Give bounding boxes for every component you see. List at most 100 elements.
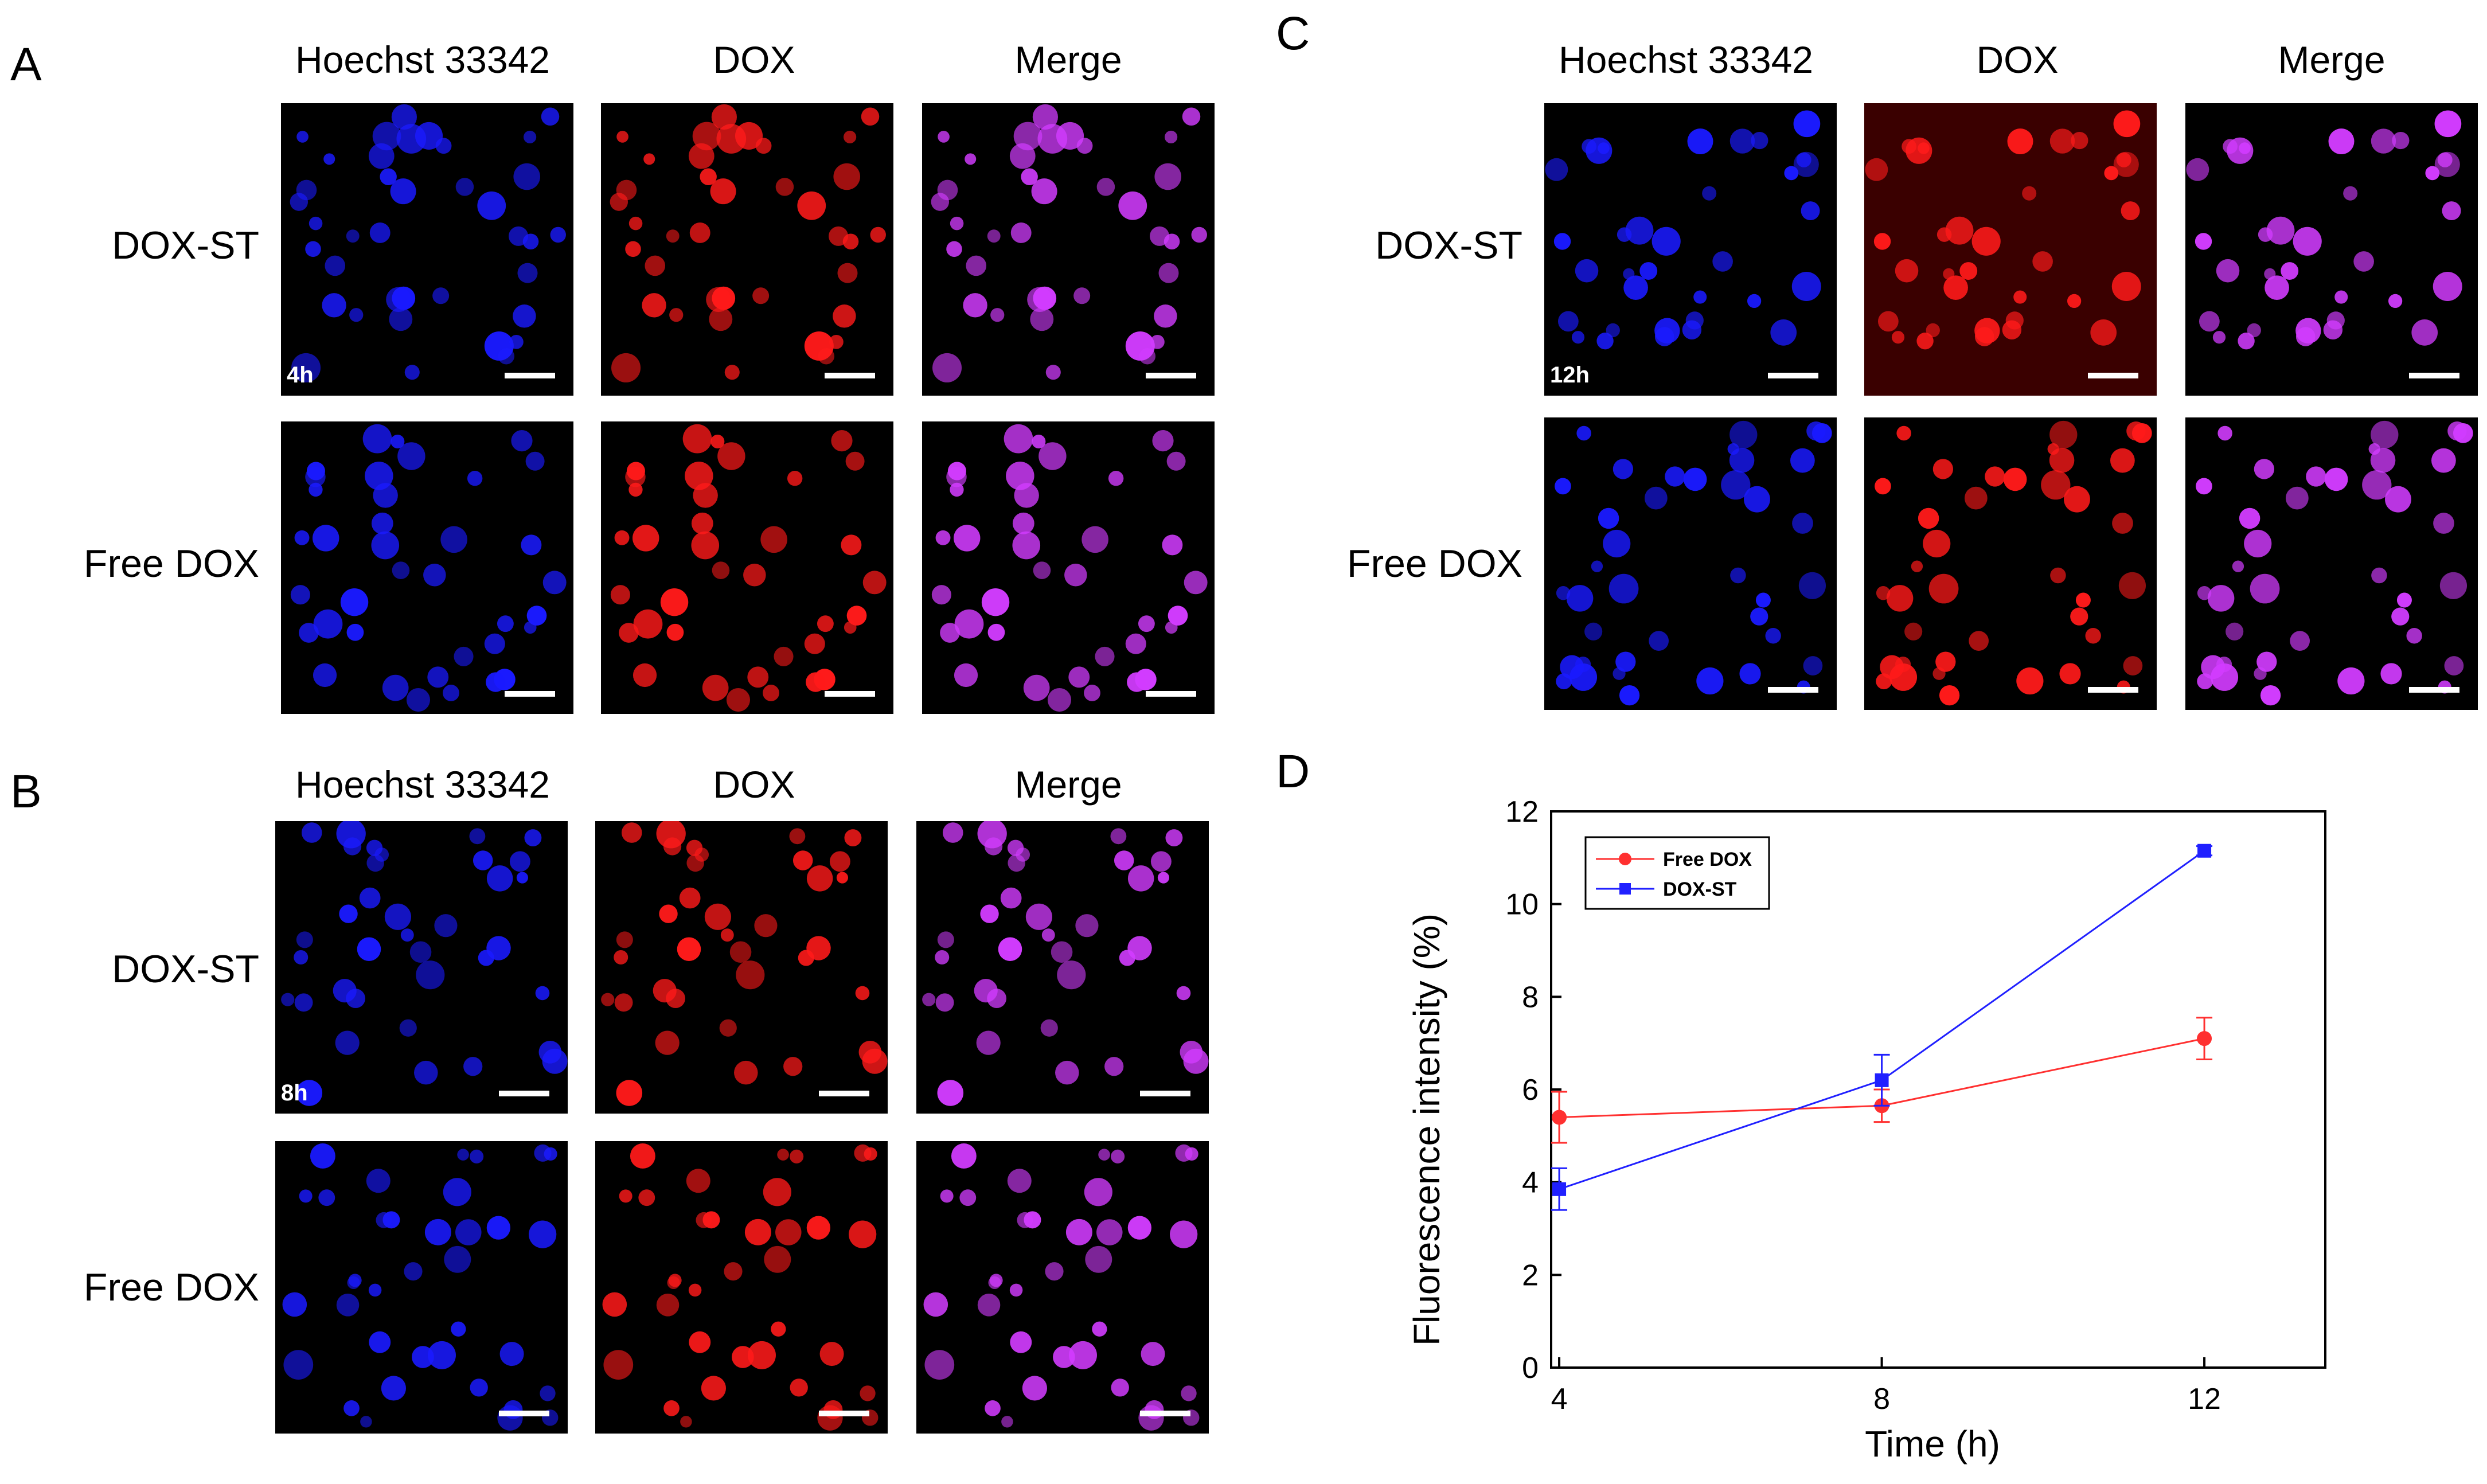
- cell-field: [281, 821, 568, 1106]
- cell-nucleus: [2328, 128, 2355, 155]
- scale-bar: [1140, 1091, 1190, 1096]
- cell-nucleus: [1023, 674, 1050, 701]
- cell-nucleus: [724, 365, 740, 380]
- cell-nucleus: [987, 623, 1005, 641]
- cell-nucleus: [455, 1219, 482, 1245]
- cell-nucleus: [947, 462, 966, 481]
- panel-b-row2-dox-image: [595, 1141, 888, 1434]
- cell-field: [2196, 420, 2473, 706]
- cell-nucleus: [1165, 829, 1183, 847]
- cell-nucleus: [1739, 663, 1761, 685]
- cell-nucleus: [1603, 529, 1631, 558]
- cell-nucleus: [706, 287, 731, 313]
- cell-nucleus: [1569, 663, 1598, 691]
- cell-nucleus: [1041, 928, 1055, 942]
- cell-nucleus: [296, 131, 309, 143]
- cell-nucleus: [1877, 311, 1899, 332]
- cell-nucleus: [614, 530, 630, 545]
- cell-nucleus: [509, 851, 530, 872]
- cell-nucleus: [542, 571, 567, 595]
- cell-field: [923, 1143, 1200, 1431]
- cell-nucleus: [938, 131, 950, 143]
- cell-nucleus: [1729, 128, 1755, 154]
- cell-nucleus: [1652, 226, 1681, 256]
- cell-nucleus: [2247, 323, 2261, 338]
- cell-nucleus: [829, 334, 844, 349]
- cell-nucleus: [959, 1189, 977, 1206]
- cell-nucleus: [1114, 850, 1134, 870]
- panel-c-row1-merge-image: [2185, 103, 2478, 396]
- cell-nucleus: [1985, 466, 2005, 487]
- cell-nucleus: [870, 226, 886, 243]
- panel-c-row1-dox-image: [1864, 103, 2157, 396]
- cell-nucleus: [2290, 631, 2310, 651]
- panel-a-row1-hoechst-image: 4h: [281, 103, 573, 396]
- cell-nucleus: [2123, 656, 2143, 675]
- cell-nucleus: [1557, 311, 1579, 332]
- cell-nucleus: [455, 178, 474, 196]
- cell-field: [1875, 420, 2152, 706]
- cell-nucleus: [484, 633, 505, 654]
- panel-c-row1-hoechst-image: 12h: [1544, 103, 1837, 396]
- cell-nucleus: [819, 1342, 844, 1366]
- cell-nucleus: [368, 1283, 382, 1297]
- cell-nucleus: [1665, 466, 1685, 487]
- cell-nucleus: [1886, 585, 1914, 612]
- time-label: 8h: [281, 1080, 308, 1106]
- cell-nucleus: [603, 1350, 634, 1380]
- scale-bar: [505, 691, 555, 697]
- cell-nucleus: [1639, 262, 1658, 280]
- cell-nucleus: [616, 179, 637, 201]
- cell-nucleus: [1556, 586, 1571, 600]
- cell-nucleus: [2380, 663, 2402, 685]
- panel-a-col-dox: DOX: [713, 38, 795, 81]
- cell-nucleus: [454, 646, 474, 666]
- cell-nucleus: [1939, 685, 1960, 706]
- legend-label: DOX-ST: [1663, 878, 1737, 900]
- cell-nucleus: [656, 821, 686, 849]
- cell-nucleus: [702, 674, 729, 701]
- cell-nucleus: [400, 928, 414, 942]
- panel-b-row-free-dox: Free DOX: [83, 1266, 259, 1309]
- cell-nucleus: [349, 308, 364, 322]
- cell-nucleus: [2391, 607, 2410, 626]
- cell-nucleus: [829, 851, 850, 872]
- cell-nucleus: [2444, 656, 2464, 675]
- scale-bar: [819, 1411, 869, 1416]
- cell-nucleus: [1095, 646, 1115, 666]
- legend-box: [1584, 836, 1770, 910]
- cell-nucleus: [1008, 854, 1025, 872]
- cell-nucleus: [434, 914, 458, 938]
- cell-nucleus: [1065, 1219, 1092, 1245]
- cell-nucleus: [1021, 168, 1038, 185]
- cell-nucleus: [764, 1245, 791, 1273]
- cell-nucleus: [787, 471, 803, 486]
- cell-nucleus: [942, 822, 963, 843]
- cell-nucleus: [2362, 470, 2392, 500]
- cell-nucleus: [1584, 622, 1603, 641]
- cell-nucleus: [689, 222, 710, 243]
- cell-nucleus: [1084, 1178, 1112, 1206]
- cell-nucleus: [2121, 201, 2140, 221]
- cell-nucleus: [724, 1262, 743, 1281]
- cell-nucleus: [633, 609, 663, 639]
- cell-nucleus: [521, 534, 542, 556]
- cell-nucleus: [660, 588, 689, 616]
- cell-nucleus: [966, 255, 987, 276]
- cell-nucleus: [427, 666, 449, 688]
- cell-nucleus: [2439, 572, 2468, 599]
- cell-nucleus: [774, 646, 794, 666]
- cell-nucleus: [704, 903, 731, 930]
- cell-nucleus: [630, 1143, 655, 1169]
- cell-nucleus: [2016, 667, 2044, 695]
- cell-nucleus: [1158, 263, 1179, 283]
- cell-nucleus: [1127, 672, 1147, 692]
- cell-nucleus: [844, 130, 857, 144]
- panel-c-col-merge: Merge: [2278, 38, 2386, 81]
- cell-nucleus: [2197, 586, 2212, 600]
- cell-nucleus: [616, 931, 633, 948]
- cell-nucleus: [937, 179, 958, 201]
- cell-nucleus: [1896, 425, 1911, 441]
- cell-field: [290, 424, 567, 712]
- cell-nucleus: [1598, 507, 1619, 529]
